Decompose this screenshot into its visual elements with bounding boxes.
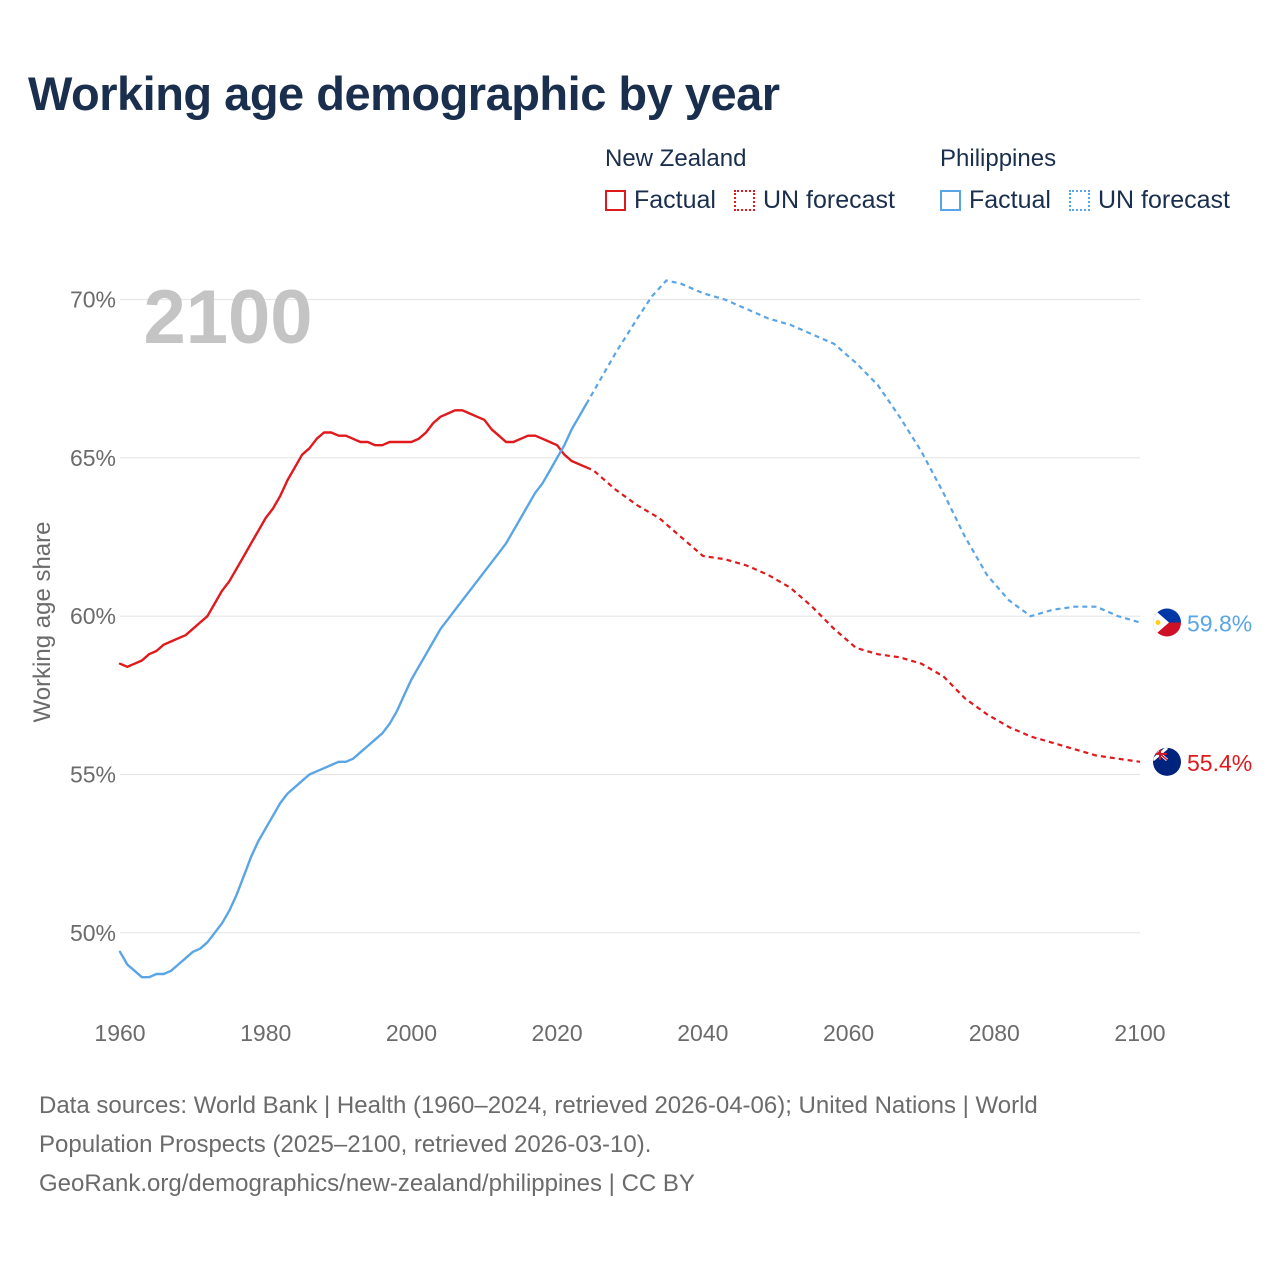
footer-line: Population Prospects (2025–2100, retriev… bbox=[39, 1131, 652, 1158]
legend-label: UN forecast bbox=[762, 186, 895, 214]
line-chart: 2100 50% 55% 60% 65% 70% 1960 1980 2000 2020 204… bbox=[29, 275, 1252, 1046]
legend-philippines[interactable]: Philippines Factual UN forecast bbox=[940, 144, 1248, 215]
y-tick-label: 65% bbox=[70, 445, 116, 471]
y-axis-ticks: 50% 55% 60% 65% 70% bbox=[70, 287, 116, 946]
legend-group-name: New Zealand bbox=[605, 145, 747, 172]
series-line-new-zealand-factual bbox=[118, 409, 588, 668]
footer-line: GeoRank.org/demographics/new-zealand/phi… bbox=[39, 1170, 695, 1197]
new-zealand-flag-icon bbox=[1153, 747, 1181, 776]
legend-swatch-dotted bbox=[733, 190, 755, 211]
series-line-philippines-factual bbox=[118, 402, 588, 979]
legend-label: Factual bbox=[969, 186, 1051, 214]
end-markers: 55.4% 59.8% bbox=[1153, 608, 1252, 776]
legend-label: UN forecast bbox=[1097, 186, 1230, 214]
x-tick-label: 2040 bbox=[677, 1020, 728, 1046]
legend-group-name: Philippines bbox=[940, 145, 1057, 172]
x-tick-label: 1960 bbox=[94, 1020, 145, 1046]
year-overlay: 2100 bbox=[143, 275, 312, 360]
y-axis-label: Working age share bbox=[29, 522, 56, 723]
legend-ph-forecast[interactable]: UN forecast bbox=[1068, 186, 1230, 215]
series-line-philippines-forecast bbox=[585, 279, 1141, 624]
legend-nz-forecast[interactable]: UN forecast bbox=[733, 186, 895, 215]
y-tick-label: 55% bbox=[70, 762, 116, 788]
x-tick-label: 1980 bbox=[240, 1020, 291, 1046]
x-axis-ticks: 1960 1980 2000 2020 2040 2060 2080 2100 bbox=[94, 1020, 1165, 1046]
legend-swatch-solid bbox=[940, 190, 961, 211]
legend-swatch-dotted bbox=[1068, 190, 1090, 211]
end-value-label: 59.8% bbox=[1187, 611, 1252, 637]
legend-ph-factual[interactable]: Factual bbox=[940, 186, 1051, 215]
series-lines bbox=[118, 279, 1141, 979]
legend-label: Factual bbox=[634, 186, 716, 214]
philippines-flag-icon bbox=[1153, 608, 1181, 637]
series-line-new-zealand-forecast bbox=[585, 466, 1141, 763]
grid-lines bbox=[120, 298, 1140, 934]
y-tick-label: 50% bbox=[70, 920, 116, 946]
footer-line: Data sources: World Bank | Health (1960–… bbox=[39, 1092, 1038, 1119]
page-title: Working age demographic by year bbox=[28, 67, 780, 120]
legend-new-zealand[interactable]: New Zealand Factual UN forecast bbox=[605, 144, 913, 215]
x-tick-label: 2000 bbox=[386, 1020, 437, 1046]
x-tick-label: 2020 bbox=[532, 1020, 583, 1046]
end-value-label: 55.4% bbox=[1187, 750, 1252, 776]
x-tick-label: 2100 bbox=[1114, 1020, 1165, 1046]
legend-swatch-solid bbox=[605, 190, 626, 211]
footer: Data sources: World Bank | Health (1960–… bbox=[39, 1086, 1239, 1203]
y-tick-label: 70% bbox=[70, 287, 116, 313]
y-tick-label: 60% bbox=[70, 603, 116, 629]
legend-nz-factual[interactable]: Factual bbox=[605, 186, 716, 215]
x-tick-label: 2060 bbox=[823, 1020, 874, 1046]
x-tick-label: 2080 bbox=[969, 1020, 1020, 1046]
